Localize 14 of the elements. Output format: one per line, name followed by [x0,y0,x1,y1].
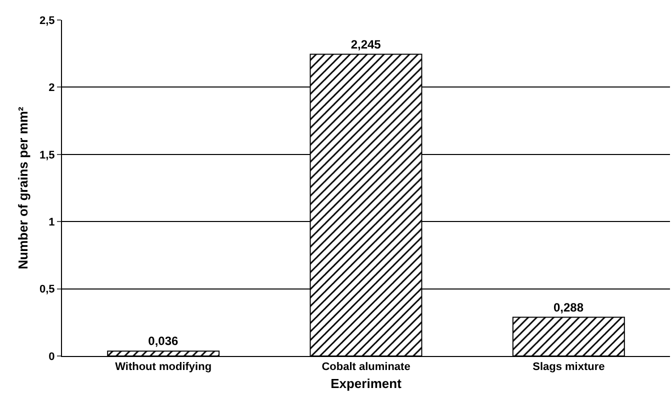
data-label: 2,245 [350,37,382,52]
y-tick-label: 1,5 [40,149,55,162]
y-tick-label: 2,5 [40,14,55,27]
data-label: 0,288 [553,300,584,314]
y-axis-title: Number of grains per mm² [15,106,30,270]
x-tick-label: Slags mixture [532,361,605,374]
y-tick-label: 2 [48,82,55,94]
y-tick-label: 0,5 [40,284,55,296]
x-axis-title: Experiment [330,376,402,391]
x-tick-label: Without modifying [115,361,212,374]
x-tick-label: Cobalt aluminate [322,361,410,374]
y-tick-label: 0 [48,350,55,363]
y-tick-label: 1 [48,216,55,228]
data-label: 0,036 [148,334,179,348]
